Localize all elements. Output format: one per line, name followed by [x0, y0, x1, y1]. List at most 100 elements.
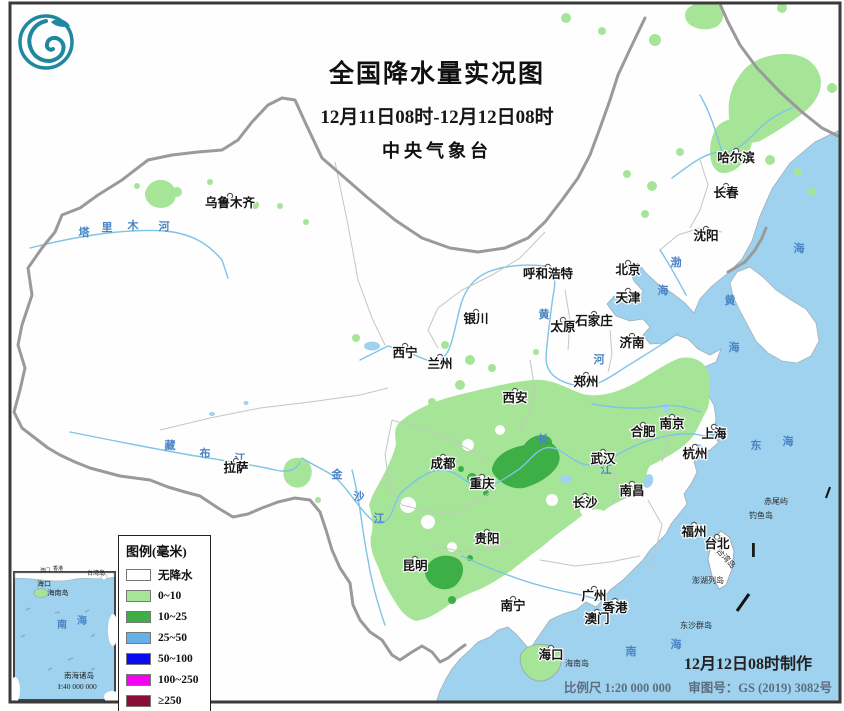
water-label: 河	[594, 352, 605, 366]
city-dot	[232, 457, 240, 465]
city-dot	[593, 608, 601, 616]
city-dot	[668, 413, 676, 421]
legend-swatch	[126, 631, 151, 644]
city-dot	[624, 287, 632, 295]
city-label: 武汉	[590, 451, 616, 466]
island-label: 赤尾屿	[764, 497, 788, 506]
city-dot	[599, 448, 607, 456]
legend-label: 10~25	[158, 610, 187, 623]
city-dot	[478, 473, 486, 481]
city-dot	[511, 387, 519, 395]
city-label: 石家庄	[574, 313, 613, 328]
city-label: 长沙	[572, 495, 598, 510]
city-label: 重庆	[469, 476, 495, 491]
city-dot	[509, 595, 517, 603]
water-label: 渤	[671, 255, 682, 269]
city-label: 南昌	[619, 483, 644, 498]
inset-label: 1:40 000 000	[57, 682, 97, 691]
city-label: 广州	[581, 588, 606, 603]
city-label: 台北	[704, 536, 730, 551]
legend-label: 0~10	[158, 589, 182, 602]
inset-label: 海	[77, 614, 87, 627]
city-label: 银川	[463, 311, 488, 326]
city-dot	[628, 332, 636, 340]
page-title: 全国降水量实况图	[328, 61, 545, 88]
inset-label: 南海诸岛	[64, 670, 94, 680]
city-label: 沈阳	[693, 228, 718, 243]
legend-row: 无降水	[126, 564, 205, 585]
legend-label: 100~250	[158, 673, 199, 686]
legend-swatch	[126, 568, 151, 581]
city-label: 合肥	[630, 424, 656, 439]
cma-logo	[15, 11, 77, 78]
city-label: 杭州	[682, 446, 707, 461]
city-label: 海口	[538, 647, 563, 662]
legend-row: 0~10	[126, 585, 205, 606]
city-label: 西安	[502, 390, 527, 405]
legend-swatch	[126, 652, 151, 665]
korea-peninsula	[729, 266, 820, 364]
island-label: 澎湖列岛	[692, 575, 724, 585]
inset-label: 台湾岛	[87, 569, 105, 577]
header: 全国降水量实况图 12月11日08时-12月12日08时 中央气象台	[212, 54, 662, 163]
inset-label: 南	[57, 618, 67, 631]
legend-row: ≥250	[126, 690, 205, 711]
hainan-green	[519, 643, 562, 682]
legend-row: 25~50	[126, 627, 205, 648]
city-dot	[710, 423, 718, 431]
city-label: 西宁	[392, 345, 417, 360]
city-dot	[690, 521, 698, 529]
precip-light-layer	[134, 2, 837, 682]
city-dot	[590, 585, 598, 593]
inset-islands	[20, 607, 96, 688]
city-label: 南宁	[500, 598, 525, 613]
legend-swatch	[126, 610, 151, 623]
water-label: 海	[729, 340, 740, 354]
cma-logo-icon	[18, 14, 74, 70]
city-dot	[226, 192, 234, 200]
legend-label: 无降水	[158, 569, 193, 582]
city-dot	[401, 342, 409, 350]
water-label: 海	[783, 434, 794, 448]
dash-line-marks	[735, 486, 831, 612]
national-border	[12, 2, 844, 664]
legend-row: 100~250	[126, 669, 205, 690]
legend-label: 25~50	[158, 631, 187, 644]
island-label: 东沙群岛	[680, 620, 712, 630]
city-label: 呼和浩特	[523, 266, 574, 281]
city-label: 福州	[680, 524, 706, 539]
water-label: 布	[200, 446, 211, 460]
city-dot	[732, 147, 740, 155]
inset-label: 香港	[53, 565, 63, 572]
island-label: 海南岛	[565, 658, 589, 668]
city-dot	[722, 182, 730, 190]
taiwan-island	[707, 530, 735, 590]
water-label: 黄	[725, 293, 736, 307]
water-label: 木	[127, 218, 140, 232]
city-label: 太原	[550, 319, 576, 334]
city-label: 香港	[601, 600, 628, 615]
city-label: 兰州	[427, 356, 452, 371]
water-label: 里	[102, 221, 113, 234]
city-dot	[611, 597, 619, 605]
water-label: 塔	[79, 225, 91, 239]
city-label: 北京	[615, 262, 641, 277]
legend-row: 10~25	[126, 606, 205, 627]
city-dot	[483, 528, 491, 536]
white-patches	[400, 425, 592, 552]
island-label: 钓鱼岛	[749, 510, 773, 520]
city-dot	[628, 480, 636, 488]
city-label: 南京	[659, 416, 685, 431]
inset-label: 海口	[37, 579, 51, 588]
city-label: 天津	[615, 290, 641, 305]
water-label: 藏	[165, 438, 176, 452]
city-label: 长春	[713, 185, 739, 200]
water-label: 河	[159, 219, 170, 233]
city-dot	[439, 453, 447, 461]
inset-map	[10, 571, 120, 703]
agency-name: 中央气象台	[382, 141, 492, 161]
city-label: 贵阳	[474, 531, 499, 546]
